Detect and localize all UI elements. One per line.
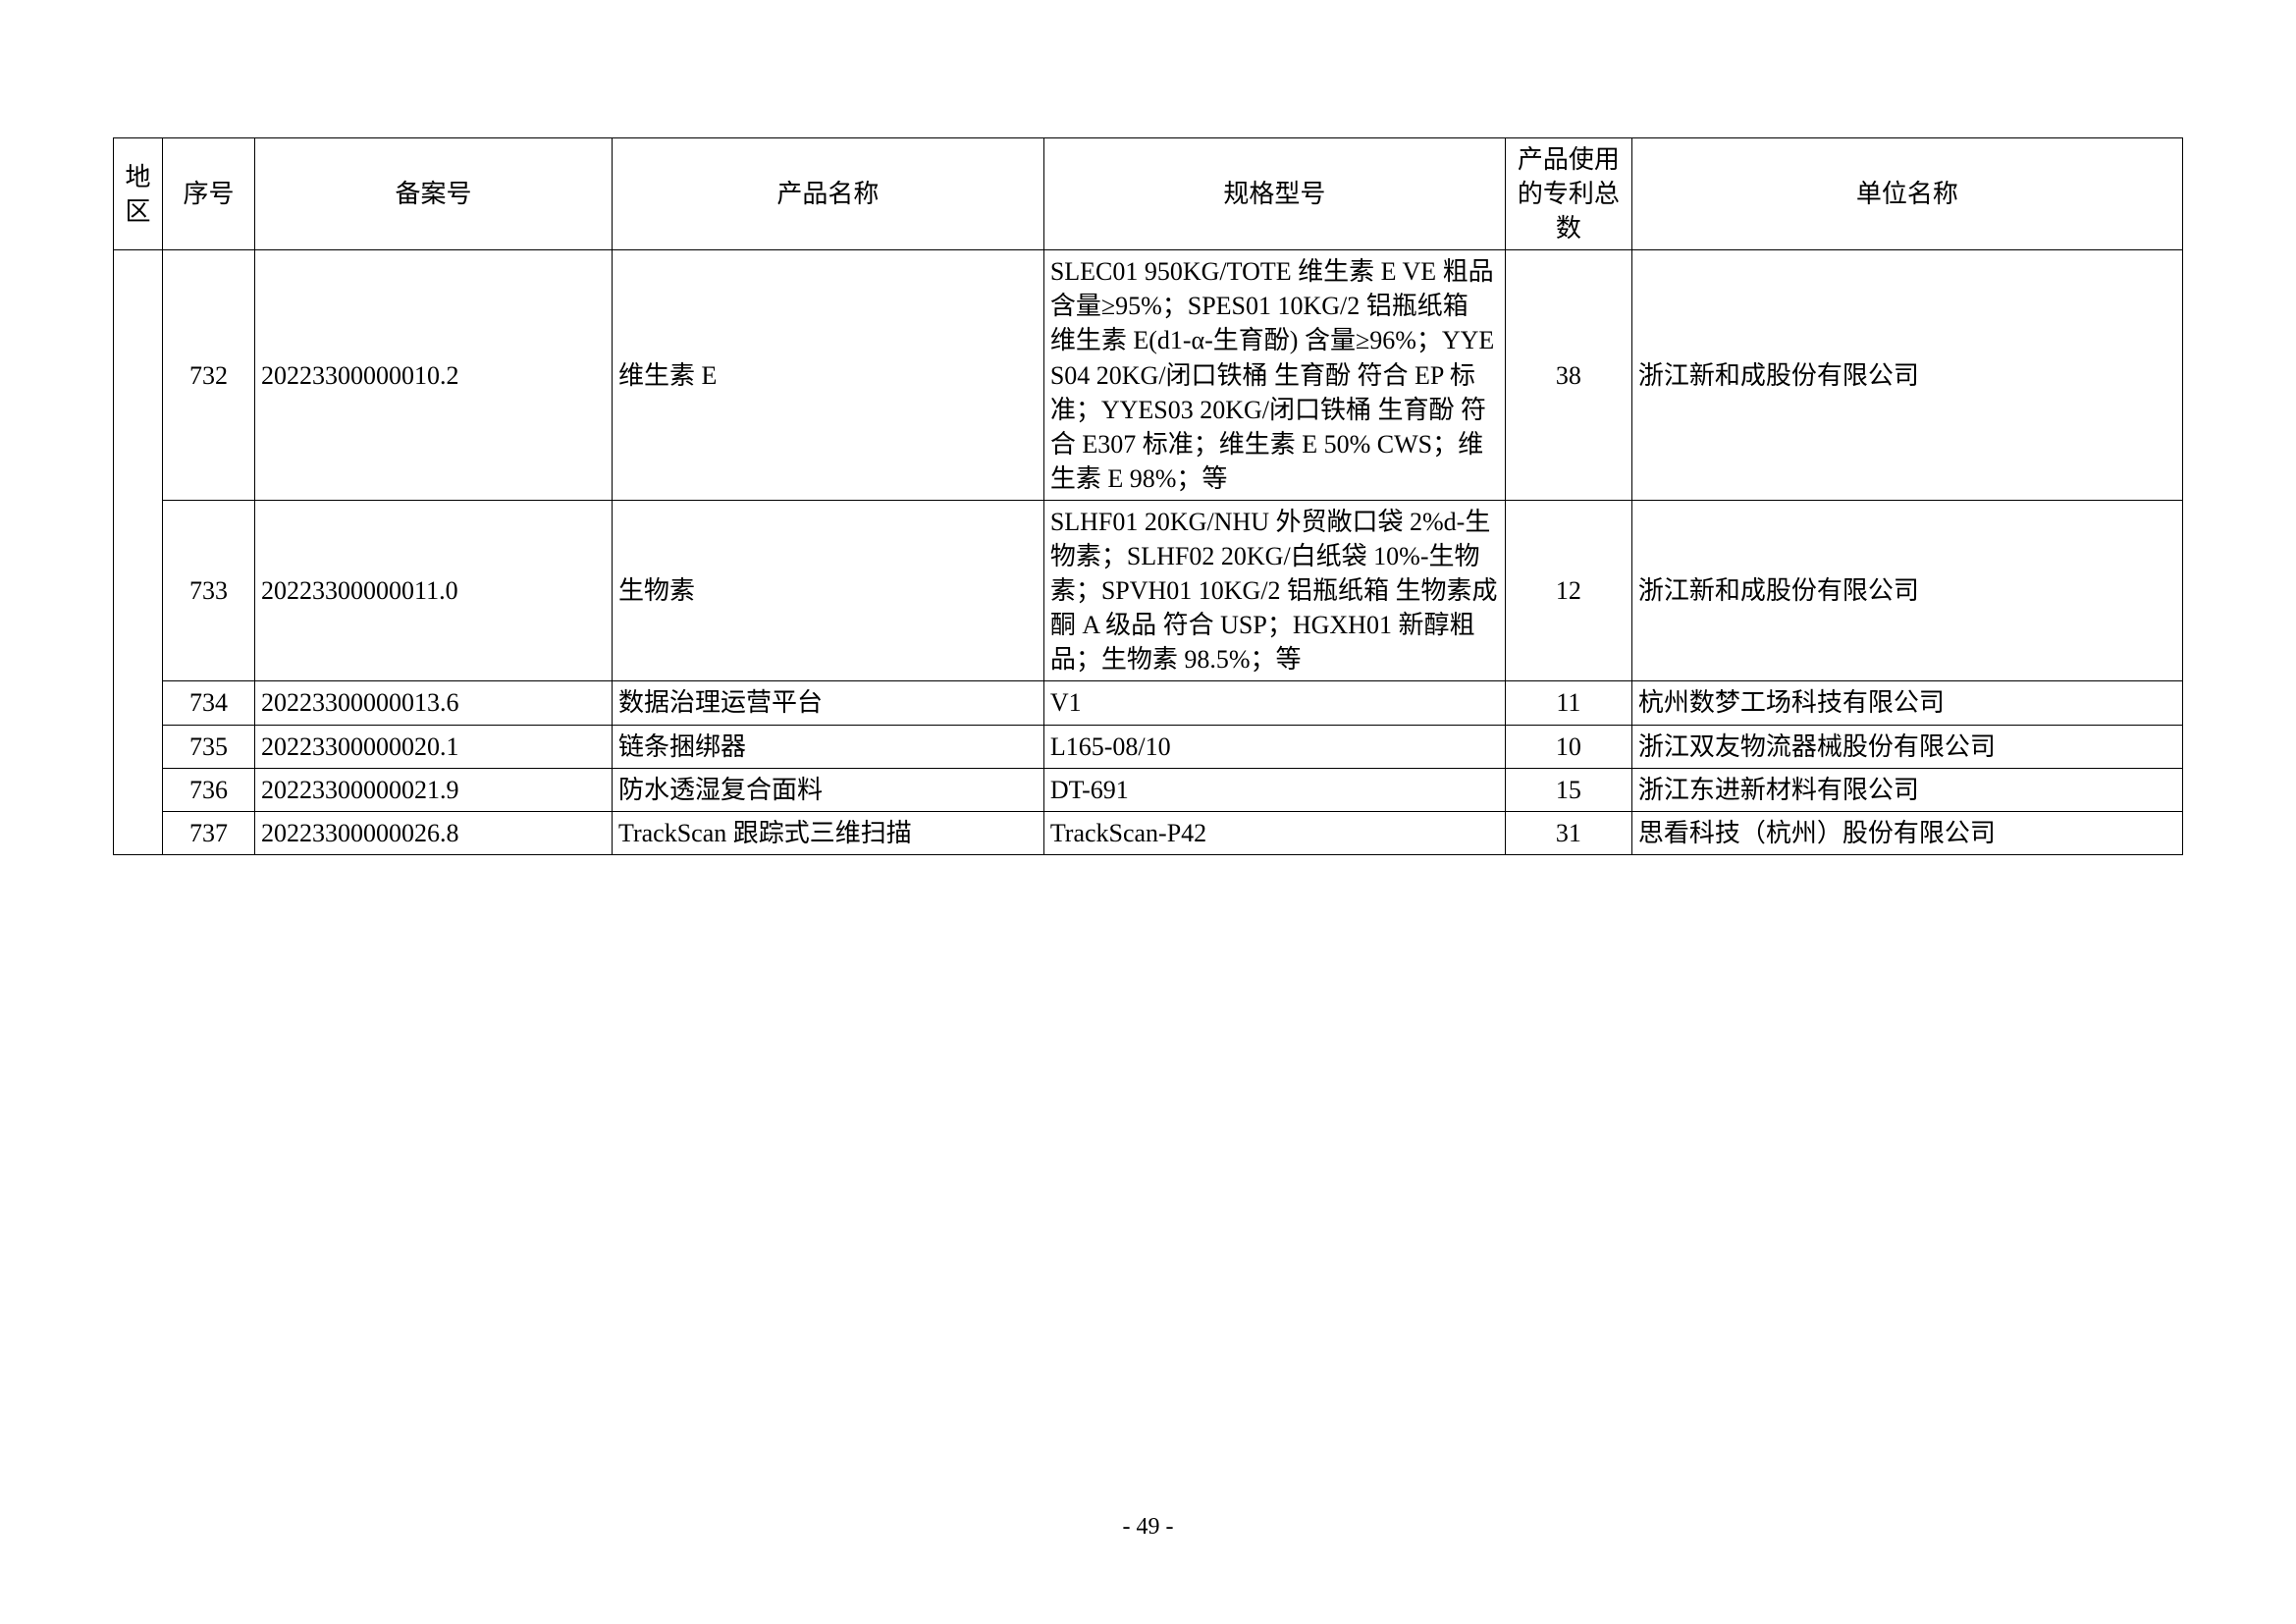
cell-text: V1 bbox=[1050, 688, 1082, 717]
cell-file-no: 20223300000020.1 bbox=[255, 725, 613, 768]
cell-text: 734 bbox=[189, 688, 228, 717]
cell-seq: 736 bbox=[163, 768, 255, 811]
table-row: 737 20223300000026.8 TrackScan 跟踪式三维扫描 T… bbox=[114, 811, 2183, 854]
table-row: 733 20223300000011.0 生物素 SLHF01 20KG/NHU… bbox=[114, 500, 2183, 680]
header-text: 序号 bbox=[184, 180, 235, 208]
col-header-seq: 序号 bbox=[163, 138, 255, 250]
cell-spec: L165-08/10 bbox=[1043, 725, 1505, 768]
data-table: 地区 序号 备案号 产品名称 规格型号 产品使用的专利总数 单位名称 732 2… bbox=[113, 137, 2183, 855]
cell-seq: 732 bbox=[163, 250, 255, 501]
cell-file-no: 20223300000026.8 bbox=[255, 811, 613, 854]
col-header-unit-name: 单位名称 bbox=[1631, 138, 2182, 250]
col-header-product-name: 产品名称 bbox=[613, 138, 1044, 250]
cell-patent-count: 38 bbox=[1505, 250, 1631, 501]
cell-text: 20223300000020.1 bbox=[261, 732, 459, 761]
cell-text: 732 bbox=[189, 361, 228, 390]
cell-patent-count: 12 bbox=[1505, 500, 1631, 680]
cell-text: TrackScan 跟踪式三维扫描 bbox=[618, 819, 912, 847]
cell-file-no: 20223300000011.0 bbox=[255, 500, 613, 680]
cell-text: 防水透湿复合面料 bbox=[618, 776, 823, 804]
cell-text: TrackScan-P42 bbox=[1050, 819, 1206, 847]
cell-text: 生物素 bbox=[618, 576, 695, 605]
cell-text: 链条捆绑器 bbox=[618, 732, 746, 761]
cell-text: 浙江东进新材料有限公司 bbox=[1638, 776, 1919, 804]
cell-text: 31 bbox=[1556, 819, 1581, 847]
cell-text: 维生素 E bbox=[618, 361, 717, 390]
cell-text: 杭州数梦工场科技有限公司 bbox=[1638, 688, 1945, 717]
col-header-patent-count: 产品使用的专利总数 bbox=[1505, 138, 1631, 250]
cell-product-name: 链条捆绑器 bbox=[613, 725, 1044, 768]
cell-file-no: 20223300000021.9 bbox=[255, 768, 613, 811]
cell-seq: 735 bbox=[163, 725, 255, 768]
cell-product-name: TrackScan 跟踪式三维扫描 bbox=[613, 811, 1044, 854]
cell-text: 20223300000013.6 bbox=[261, 688, 459, 717]
cell-text: 15 bbox=[1556, 776, 1581, 804]
cell-patent-count: 31 bbox=[1505, 811, 1631, 854]
cell-text: 浙江双友物流器械股份有限公司 bbox=[1638, 732, 1996, 761]
col-header-region: 地区 bbox=[114, 138, 163, 250]
cell-product-name: 生物素 bbox=[613, 500, 1044, 680]
cell-text: 浙江新和成股份有限公司 bbox=[1638, 361, 1919, 390]
cell-patent-count: 11 bbox=[1505, 681, 1631, 725]
page-container: 地区 序号 备案号 产品名称 规格型号 产品使用的专利总数 单位名称 732 2… bbox=[0, 0, 2296, 855]
cell-text: 736 bbox=[189, 776, 228, 804]
cell-unit-name: 浙江东进新材料有限公司 bbox=[1631, 768, 2182, 811]
cell-text: SLEC01 950KG/TOTE 维生素 E VE 粗品 含量≥95%；SPE… bbox=[1050, 257, 1495, 493]
cell-file-no: 20223300000013.6 bbox=[255, 681, 613, 725]
cell-seq: 737 bbox=[163, 811, 255, 854]
table-row: 736 20223300000021.9 防水透湿复合面料 DT-691 15 … bbox=[114, 768, 2183, 811]
cell-text: 数据治理运营平台 bbox=[618, 688, 823, 717]
cell-text: 38 bbox=[1556, 361, 1581, 390]
cell-seq: 733 bbox=[163, 500, 255, 680]
cell-unit-name: 浙江新和成股份有限公司 bbox=[1631, 500, 2182, 680]
header-text: 产品名称 bbox=[776, 180, 879, 208]
cell-text: 浙江新和成股份有限公司 bbox=[1638, 576, 1919, 605]
cell-text: 737 bbox=[189, 819, 228, 847]
cell-text: 20223300000026.8 bbox=[261, 819, 459, 847]
cell-text: SLHF01 20KG/NHU 外贸敞口袋 2%d-生物素；SLHF02 20K… bbox=[1050, 508, 1498, 674]
page-number: - 49 - bbox=[0, 1514, 2296, 1541]
header-text: 规格型号 bbox=[1223, 180, 1325, 208]
cell-text: 11 bbox=[1556, 688, 1580, 717]
table-header-row: 地区 序号 备案号 产品名称 规格型号 产品使用的专利总数 单位名称 bbox=[114, 138, 2183, 250]
cell-unit-name: 杭州数梦工场科技有限公司 bbox=[1631, 681, 2182, 725]
cell-text: 735 bbox=[189, 732, 228, 761]
cell-text: 20223300000021.9 bbox=[261, 776, 459, 804]
cell-text: L165-08/10 bbox=[1050, 732, 1171, 761]
cell-spec: SLHF01 20KG/NHU 外贸敞口袋 2%d-生物素；SLHF02 20K… bbox=[1043, 500, 1505, 680]
cell-product-name: 维生素 E bbox=[613, 250, 1044, 501]
col-header-file-no: 备案号 bbox=[255, 138, 613, 250]
cell-patent-count: 10 bbox=[1505, 725, 1631, 768]
cell-spec: V1 bbox=[1043, 681, 1505, 725]
header-text: 备案号 bbox=[396, 180, 472, 208]
cell-region bbox=[114, 250, 163, 855]
cell-file-no: 20223300000010.2 bbox=[255, 250, 613, 501]
header-text: 产品使用的专利总数 bbox=[1518, 145, 1620, 243]
cell-product-name: 防水透湿复合面料 bbox=[613, 768, 1044, 811]
col-header-spec: 规格型号 bbox=[1043, 138, 1505, 250]
cell-text: 733 bbox=[189, 576, 228, 605]
cell-text: 思看科技（杭州）股份有限公司 bbox=[1638, 819, 1996, 847]
cell-product-name: 数据治理运营平台 bbox=[613, 681, 1044, 725]
table-row: 734 20223300000013.6 数据治理运营平台 V1 11 杭州数梦… bbox=[114, 681, 2183, 725]
header-text: 地区 bbox=[126, 163, 151, 226]
cell-spec: SLEC01 950KG/TOTE 维生素 E VE 粗品 含量≥95%；SPE… bbox=[1043, 250, 1505, 501]
cell-spec: DT-691 bbox=[1043, 768, 1505, 811]
cell-text: 20223300000010.2 bbox=[261, 361, 459, 390]
cell-patent-count: 15 bbox=[1505, 768, 1631, 811]
cell-text: 10 bbox=[1556, 732, 1581, 761]
cell-unit-name: 浙江双友物流器械股份有限公司 bbox=[1631, 725, 2182, 768]
cell-spec: TrackScan-P42 bbox=[1043, 811, 1505, 854]
cell-text: 12 bbox=[1556, 576, 1581, 605]
page-number-text: - 49 - bbox=[1123, 1514, 1174, 1540]
header-text: 单位名称 bbox=[1856, 180, 1958, 208]
cell-seq: 734 bbox=[163, 681, 255, 725]
table-row: 735 20223300000020.1 链条捆绑器 L165-08/10 10… bbox=[114, 725, 2183, 768]
cell-unit-name: 思看科技（杭州）股份有限公司 bbox=[1631, 811, 2182, 854]
table-row: 732 20223300000010.2 维生素 E SLEC01 950KG/… bbox=[114, 250, 2183, 501]
cell-text: 20223300000011.0 bbox=[261, 576, 458, 605]
table-body: 732 20223300000010.2 维生素 E SLEC01 950KG/… bbox=[114, 250, 2183, 855]
cell-unit-name: 浙江新和成股份有限公司 bbox=[1631, 250, 2182, 501]
cell-text: DT-691 bbox=[1050, 776, 1129, 804]
